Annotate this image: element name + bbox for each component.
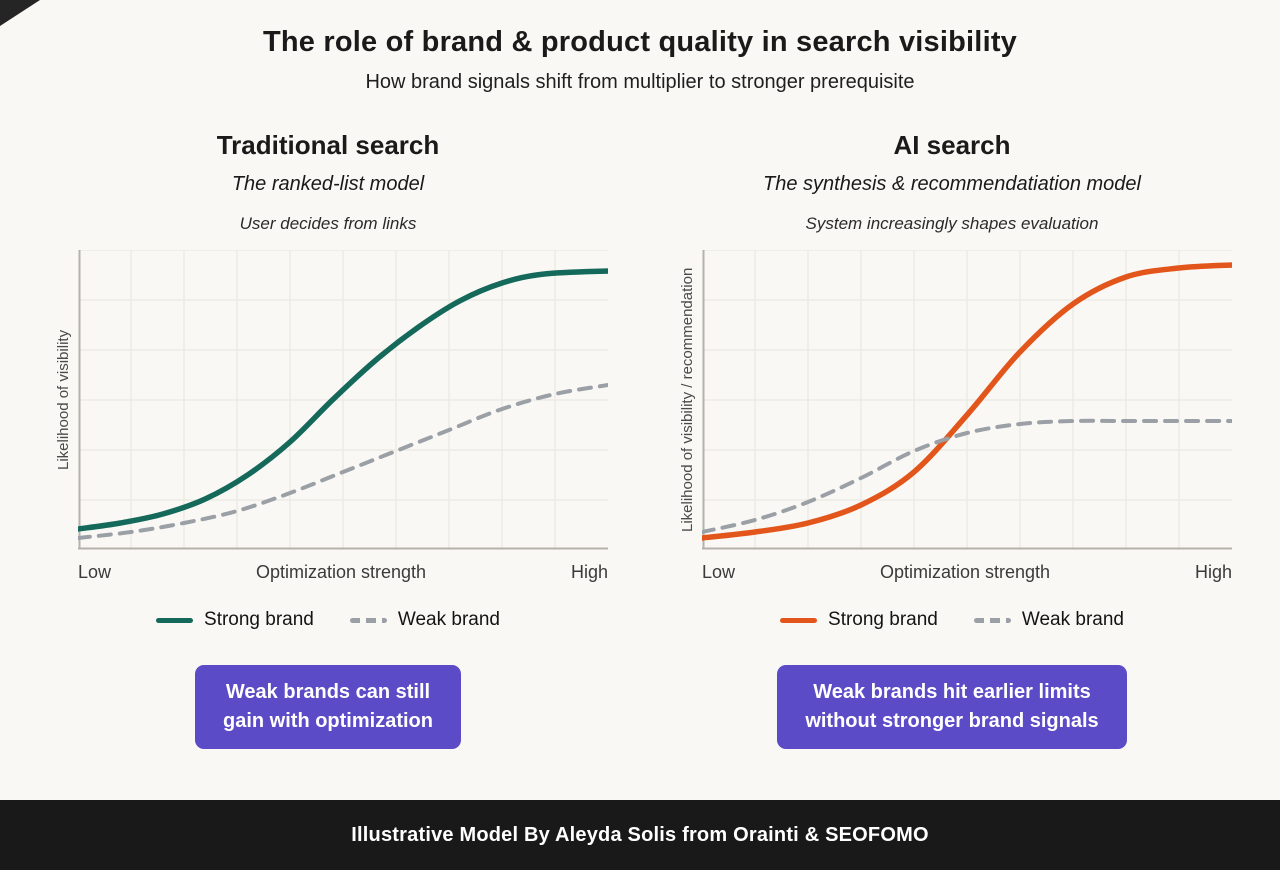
legend-label: Weak brand xyxy=(1021,609,1124,630)
solid-line-swatch xyxy=(780,617,818,623)
series-line-strong-brand xyxy=(702,262,1232,541)
corner-mark xyxy=(0,0,40,26)
footer-credit: Illustrative Model By Aleyda Solis from … xyxy=(351,823,929,846)
page-subtitle: How brand signals shift from multiplier … xyxy=(365,71,915,93)
legend-item-weak-brand: Weak brand xyxy=(973,609,1124,631)
legend-label: Strong brand xyxy=(204,609,314,630)
series-line-strong-brand xyxy=(78,268,608,532)
legend-ai: Strong brand Weak brand xyxy=(780,609,1124,631)
footer-bar: Illustrative Model By Aleyda Solis from … xyxy=(0,800,1280,870)
chart-block-ai: Likelihood of visibility / recommendatio… xyxy=(672,250,1232,583)
dashed-line-swatch xyxy=(973,617,1011,623)
column-heading: AI search xyxy=(893,130,1011,160)
x-axis-label-title: Optimization strength xyxy=(879,562,1051,582)
legend-item-strong-brand: Strong brand xyxy=(780,609,938,631)
column-note: System increasingly shapes evaluation xyxy=(805,214,1099,233)
callout-traditional: Weak brands can still gain with optimiza… xyxy=(195,665,461,749)
x-axis-label-title: Optimization strength xyxy=(255,562,427,582)
legend-item-strong-brand: Strong brand xyxy=(156,609,314,631)
legend-label: Weak brand xyxy=(397,609,500,630)
x-axis-label-high: High xyxy=(570,562,608,582)
header: The role of brand & product quality in s… xyxy=(0,0,1280,94)
y-axis-label: Likelihood of visibility xyxy=(54,329,72,471)
x-axis-labels: Low Optimization strength High xyxy=(702,562,1232,583)
column-heading: Traditional search xyxy=(216,130,440,160)
x-axis-labels: Low Optimization strength High xyxy=(78,562,608,583)
x-axis-label-high: High xyxy=(1194,562,1232,582)
x-axis-label-low: Low xyxy=(78,562,112,582)
solid-line-swatch xyxy=(156,617,194,623)
legend-label: Strong brand xyxy=(828,609,938,630)
x-axis-label-low: Low xyxy=(702,562,736,582)
column-note: User decides from links xyxy=(239,214,417,233)
page-title: The role of brand & product quality in s… xyxy=(262,26,1018,58)
column-model-label: The ranked-list model xyxy=(231,173,425,195)
series-line-weak-brand xyxy=(702,418,1232,534)
column-ai-search: AI search The synthesis & recommendatiat… xyxy=(648,130,1256,749)
legend-item-weak-brand: Weak brand xyxy=(349,609,500,631)
y-axis-label: Likelihood of visibility / recommendatio… xyxy=(678,267,696,533)
chart-ai-search xyxy=(702,250,1232,550)
chart-traditional-search xyxy=(78,250,608,550)
chart-block-traditional: Likelihood of visibility Low Optimizatio… xyxy=(48,250,608,583)
series-line-weak-brand xyxy=(78,383,608,540)
column-model-label: The synthesis & recommendatiation model xyxy=(763,173,1141,195)
legend-traditional: Strong brand Weak brand xyxy=(156,609,500,631)
columns: Traditional search The ranked-list model… xyxy=(0,130,1280,749)
callout-ai: Weak brands hit earlier limits without s… xyxy=(777,665,1127,749)
dashed-line-swatch xyxy=(349,617,387,623)
column-traditional-search: Traditional search The ranked-list model… xyxy=(24,130,632,749)
